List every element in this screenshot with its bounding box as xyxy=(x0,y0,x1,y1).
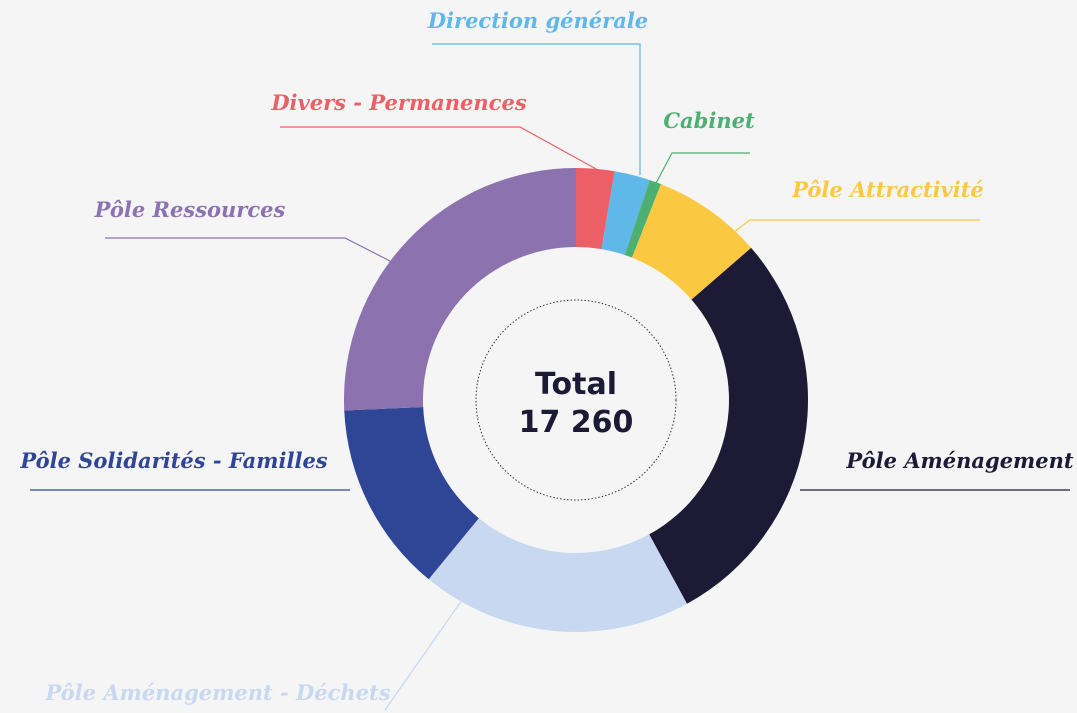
center-title: Total xyxy=(535,367,617,402)
leader-line xyxy=(280,126,599,171)
leader-line xyxy=(654,152,750,186)
segment-label: Pôle Ressources xyxy=(94,197,286,222)
leader-line xyxy=(105,237,393,263)
segment-label: Direction générale xyxy=(427,8,648,33)
segment-label: Pôle Solidarités - Familles xyxy=(19,448,327,473)
segment-label: Pôle Aménagement xyxy=(845,448,1074,473)
donut-segment xyxy=(632,184,752,300)
segment-label: Divers - Permanences xyxy=(270,90,526,115)
donut-segment xyxy=(428,518,687,632)
center-value: 17 260 xyxy=(519,405,634,440)
donut xyxy=(343,168,808,632)
segment-label: Pôle Attractivité xyxy=(791,177,984,202)
donut-segment xyxy=(344,406,479,580)
leader-line xyxy=(432,43,641,175)
center-ring xyxy=(475,299,677,501)
donut-segment xyxy=(343,168,576,411)
donut-segment xyxy=(576,168,615,250)
segment-label: Cabinet xyxy=(663,108,755,133)
donut-segment xyxy=(601,171,650,255)
leader-line xyxy=(384,599,463,711)
segment-label: Pôle Aménagement - Déchets xyxy=(44,680,390,705)
leader-line xyxy=(729,219,980,236)
donut-segment xyxy=(649,247,808,604)
donut-segment xyxy=(624,180,661,258)
